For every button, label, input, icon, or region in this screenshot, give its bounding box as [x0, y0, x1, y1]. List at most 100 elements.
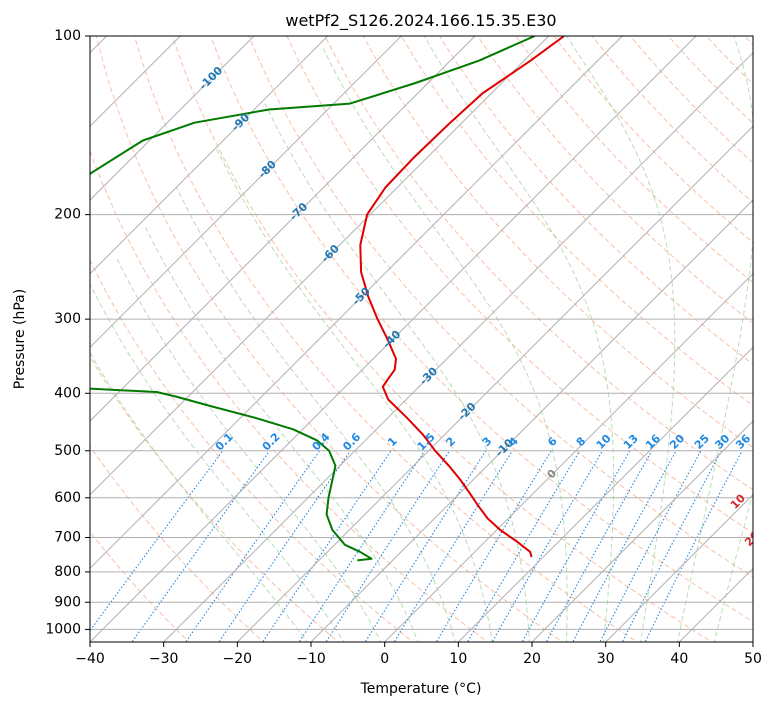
- dry-adiabat-line: [90, 355, 339, 642]
- mixing-ratio-label: 0.1: [213, 430, 236, 453]
- dry-adiabat-line: [248, 36, 753, 578]
- dry-adiabat-line: [171, 36, 713, 642]
- y-tick-label: 400: [54, 385, 81, 401]
- x-axis: −40 −30 −20 −10 0 10 20 30 40 50: [75, 642, 762, 667]
- isotherm-line: [605, 493, 753, 642]
- dry-adiabat-line: [743, 36, 753, 46]
- moist-adiabat-line: [216, 148, 493, 642]
- mixing-ratio-line: [364, 450, 487, 642]
- mixing-ratio-line: [572, 450, 677, 642]
- isotherm-label: -80: [256, 157, 279, 180]
- mixing-ratio-line: [298, 450, 426, 642]
- x-tick-label: 10: [449, 651, 467, 667]
- dry-adiabat-line: [133, 36, 638, 642]
- dry-adiabat-line: [210, 36, 753, 623]
- mixing-ratio-line: [599, 450, 702, 642]
- isotherm-line: [457, 346, 753, 642]
- dry-adiabat-label: 30: [757, 558, 775, 578]
- mixing-ratio-label: 8: [574, 435, 589, 450]
- x-tick-label: 40: [670, 651, 688, 667]
- isotherm-label: -30: [417, 364, 440, 387]
- x-tick-label: −40: [75, 651, 105, 667]
- mixing-ratio-line: [218, 450, 351, 642]
- isotherm-line: [531, 420, 753, 642]
- mixing-ratio-line: [185, 450, 321, 642]
- isotherm-line: [678, 567, 753, 642]
- x-tick-label: 20: [523, 651, 541, 667]
- dry-adiabat-line: [591, 36, 753, 204]
- mixing-ratio-label: 3: [480, 435, 495, 450]
- x-tick-label: −30: [149, 651, 179, 667]
- dry-adiabat-line: [90, 531, 190, 642]
- isotherm-label: -50: [350, 284, 373, 307]
- y-axis: 100 200 300 400 500 600 700 800 900 1000: [45, 28, 90, 637]
- x-tick-label: −20: [223, 651, 253, 667]
- isotherm-label: -20: [455, 400, 478, 423]
- mixing-ratio-label: 36: [733, 432, 753, 452]
- mixing-ratio-line: [491, 450, 603, 642]
- profiles: [90, 36, 565, 562]
- mixing-ratio-line: [644, 450, 743, 642]
- x-tick-label: 30: [597, 651, 615, 667]
- mixing-ratio-label: 13: [621, 432, 641, 452]
- dry-adiabat-line: [756, 9, 775, 645]
- mixing-ratio-label: 25: [692, 432, 712, 452]
- y-tick-label: 100: [54, 28, 81, 44]
- y-tick-label: 800: [54, 564, 81, 580]
- moist-adiabat-line: [264, 103, 530, 642]
- mixing-ratio-label: 0.2: [260, 430, 283, 453]
- y-tick-label: 300: [54, 311, 81, 327]
- isotherm-line: [384, 272, 753, 642]
- dewpoint-line: [90, 36, 536, 562]
- isotherm-line: [752, 641, 753, 642]
- isotherm-line: [236, 125, 753, 642]
- y-tick-label: 700: [54, 530, 81, 546]
- dry-adiabat-line: [667, 36, 753, 125]
- isotherm-line: [90, 36, 623, 570]
- dry-adiabat-line: [362, 36, 753, 449]
- x-tick-label: −10: [296, 651, 326, 667]
- dry-adiabat-line: [324, 36, 753, 491]
- isotherm-line: [163, 51, 753, 642]
- temperature-line: [359, 36, 565, 558]
- moist-adiabat-line: [90, 351, 308, 642]
- dry-adiabat-line: [705, 36, 753, 85]
- pressure-gridlines: [90, 36, 753, 630]
- mixing-ratio-line: [131, 450, 271, 642]
- chart-title: wetPf2_S126.2024.166.15.35.E30: [285, 11, 556, 31]
- mixing-ratio-label: 16: [643, 432, 663, 452]
- dry-adiabat-label: 40: [763, 589, 775, 609]
- dry-adiabat-line: [90, 445, 265, 642]
- isotherm-line: [90, 36, 697, 642]
- mixing-ratio-label: 20: [667, 432, 687, 452]
- y-tick-label: 600: [54, 490, 81, 506]
- x-tick-label: 50: [744, 651, 762, 667]
- y-axis-label: Pressure (hPa): [12, 289, 28, 389]
- dry-adiabat-line: [90, 149, 489, 642]
- mixing-ratio-line: [90, 450, 224, 632]
- isotherm-line: [90, 36, 329, 275]
- mixing-ratio-label: 10: [594, 432, 614, 452]
- dry-adiabats: [90, 9, 775, 645]
- dry-adiabat-line: [286, 36, 753, 534]
- mixing-ratio-line: [621, 450, 722, 642]
- dry-adiabat-line: [438, 36, 753, 365]
- moist-adiabat-line: [145, 226, 419, 642]
- dry-adiabat-line: [400, 36, 753, 407]
- plot-area: -100-90-80-70-60-50-40-30-20-10010203040…: [90, 9, 775, 645]
- moist-adiabat-line: [115, 255, 382, 642]
- isotherm-line: [90, 36, 476, 422]
- mixing-ratio-label: 2: [444, 435, 459, 450]
- dry-adiabat-line: [629, 36, 753, 164]
- y-tick-label: 900: [54, 594, 81, 610]
- y-tick-label: 500: [54, 443, 81, 459]
- isotherm-line: [310, 199, 753, 642]
- x-tick-label: 0: [380, 651, 389, 667]
- plot-frame: [89, 35, 754, 643]
- mixing-ratio-label: 6: [545, 434, 560, 449]
- isotherm-line: [90, 36, 550, 496]
- mixing-ratio-line: [435, 450, 552, 642]
- isotherm-label: -100: [197, 64, 226, 93]
- moist-adiabat-line: [713, 491, 753, 642]
